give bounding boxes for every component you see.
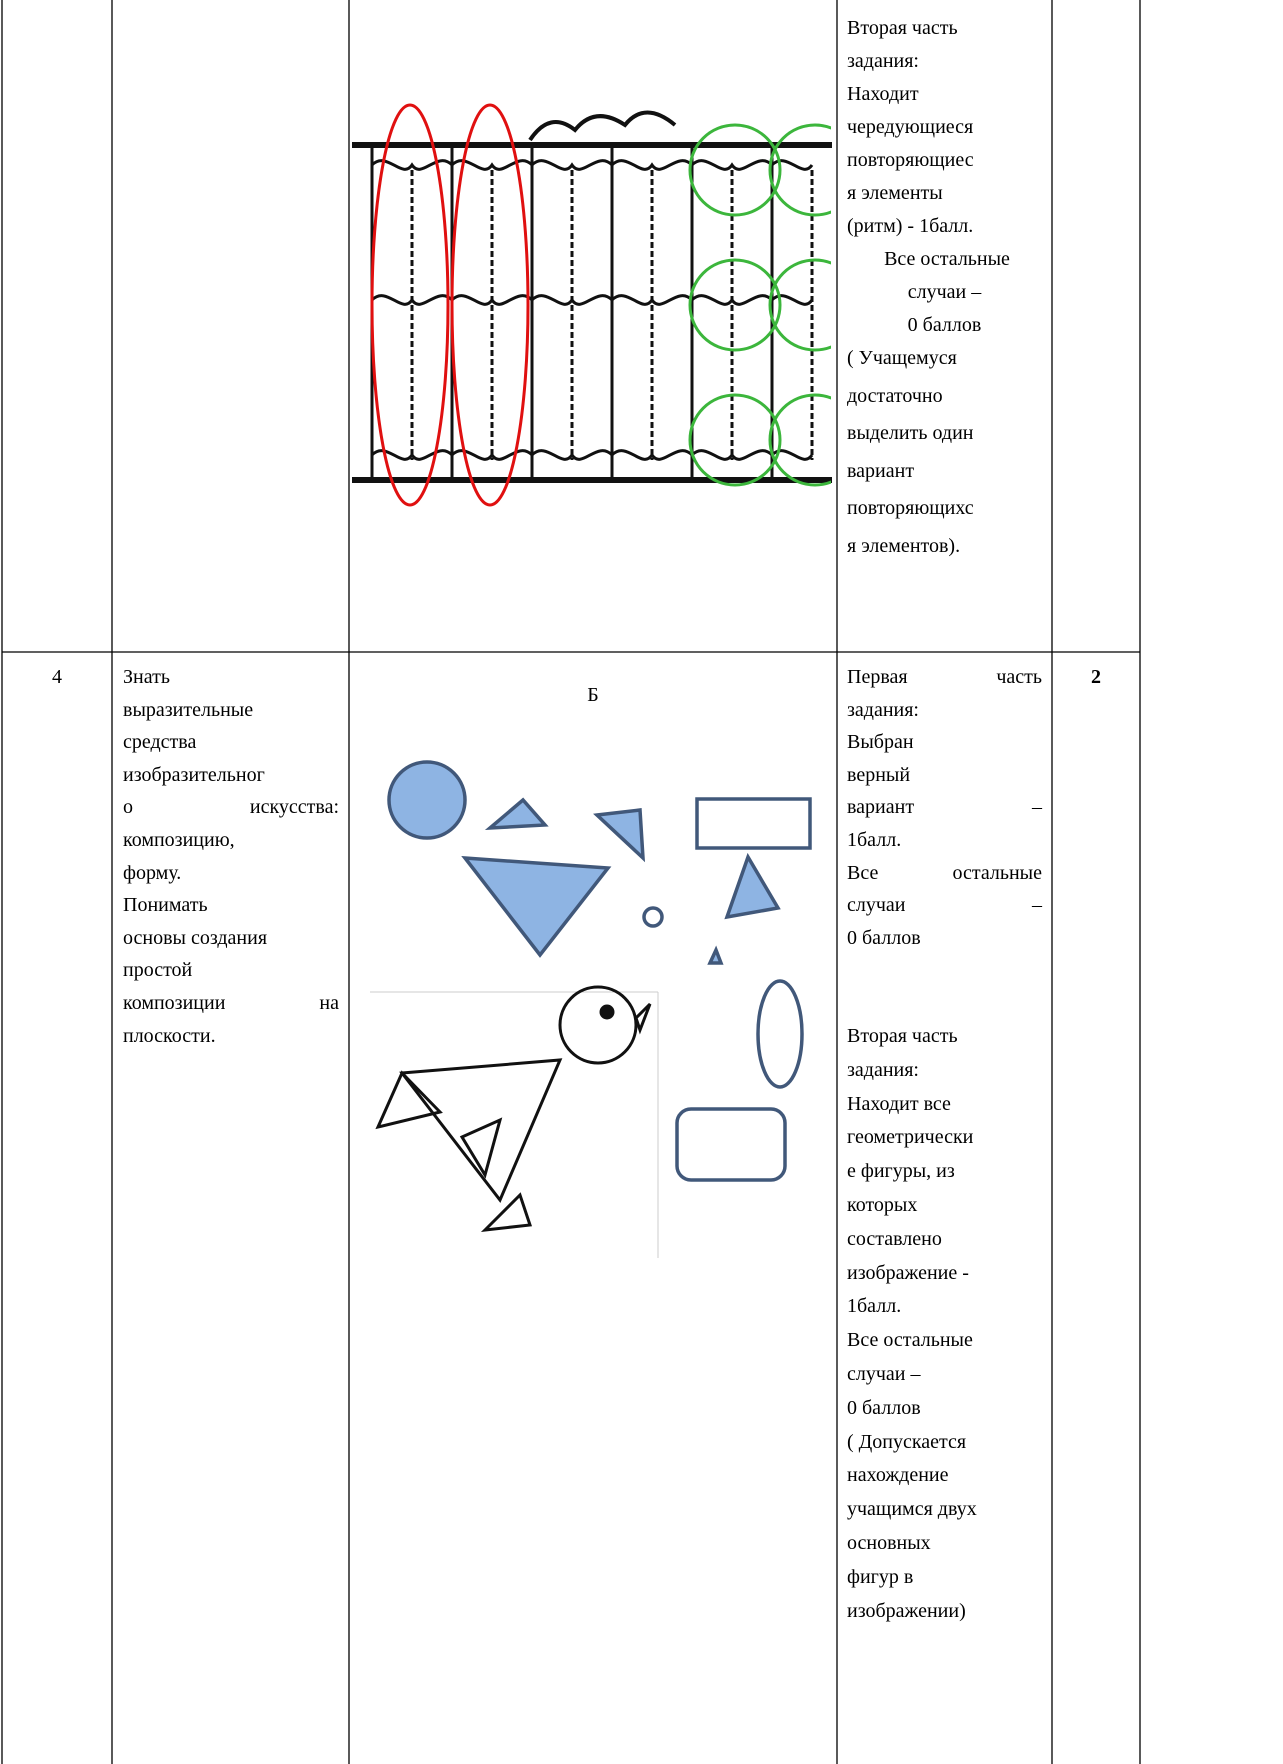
fence-image — [352, 103, 832, 507]
criteria-line: составлено — [847, 1227, 942, 1250]
criteria-line: ( Учащемуся — [847, 347, 957, 369]
criteria-line: повторяющихс — [847, 497, 974, 519]
criteria-line: задания: — [847, 698, 919, 721]
criteria-line: 1балл. — [847, 1295, 902, 1318]
row-number: 4 — [52, 666, 62, 688]
criteria-line: случаи – — [907, 281, 982, 303]
description-line: плоскости. — [123, 1024, 216, 1047]
description-line: Понимать — [123, 894, 208, 917]
criteria-line: основных — [847, 1532, 931, 1554]
criteria-line: я элементов). — [847, 534, 961, 557]
criteria-line: Вторая часть — [847, 17, 958, 39]
description-line: средства — [123, 731, 197, 754]
criteria-line: 0 баллов — [847, 926, 921, 949]
description-line: композицию, — [123, 829, 235, 851]
description-line: Знать — [123, 666, 170, 688]
criteria-line: ( Допускается — [847, 1430, 967, 1453]
criteria-line: повторяющиес — [847, 149, 974, 171]
criteria-line: 0 баллов — [907, 314, 982, 336]
criteria-line: 0 баллов — [847, 1396, 921, 1419]
criteria-line: Выбран — [847, 731, 914, 754]
criteria-line: вариант – — [847, 796, 1042, 819]
criteria-line: Все остальные — [879, 248, 1010, 270]
criteria-line: случаи – — [847, 1363, 921, 1385]
criteria-line: верный — [847, 763, 911, 786]
criteria-line: фигур в — [847, 1565, 914, 1588]
description-line: простой — [123, 959, 193, 982]
criteria-line: Вторая часть — [847, 1025, 958, 1047]
criteria-line: учащимся двух — [847, 1498, 977, 1521]
criteria-line: выделить один — [847, 422, 974, 444]
criteria-line: достаточно — [847, 384, 943, 407]
criteria-line: изображение - — [847, 1261, 969, 1284]
criteria-line: чередующиеся — [847, 116, 974, 138]
description-line: о искусства: — [123, 796, 339, 819]
shapes-image — [387, 760, 812, 1182]
criteria-line: Находит все — [847, 1092, 951, 1115]
criteria-line: нахождение — [847, 1464, 949, 1487]
criteria-line: Все остальные — [847, 1329, 973, 1352]
criteria-line: которых — [847, 1194, 918, 1216]
criteria-line: геометрически — [847, 1126, 974, 1149]
description-line: основы создания — [123, 926, 268, 949]
description-line: выразительные — [123, 698, 254, 721]
description-line: изобразительног — [123, 763, 265, 786]
description-line: композиции на — [123, 992, 339, 1014]
criteria-line: вариант — [847, 459, 915, 482]
criteria-line: 1балл. — [847, 829, 902, 851]
criteria-line: случаи – — [847, 894, 1042, 917]
image-label: Б — [587, 684, 599, 706]
criteria-line: я элементы — [847, 182, 943, 204]
criteria-line: Находит — [847, 83, 919, 105]
bird-image — [370, 985, 659, 1258]
score: 2 — [1091, 666, 1101, 688]
description-line: форму. — [123, 861, 182, 884]
criteria-line: задания: — [847, 1058, 919, 1081]
criteria-line: Все остальные — [847, 861, 1042, 884]
criteria-line: е фигуры, из — [847, 1160, 955, 1183]
criteria-line: задания: — [847, 50, 919, 72]
criteria-line: (ритм) - 1балл. — [847, 215, 974, 237]
criteria-line: изображении) — [847, 1599, 966, 1622]
criteria-line: Первая часть — [847, 666, 1042, 688]
